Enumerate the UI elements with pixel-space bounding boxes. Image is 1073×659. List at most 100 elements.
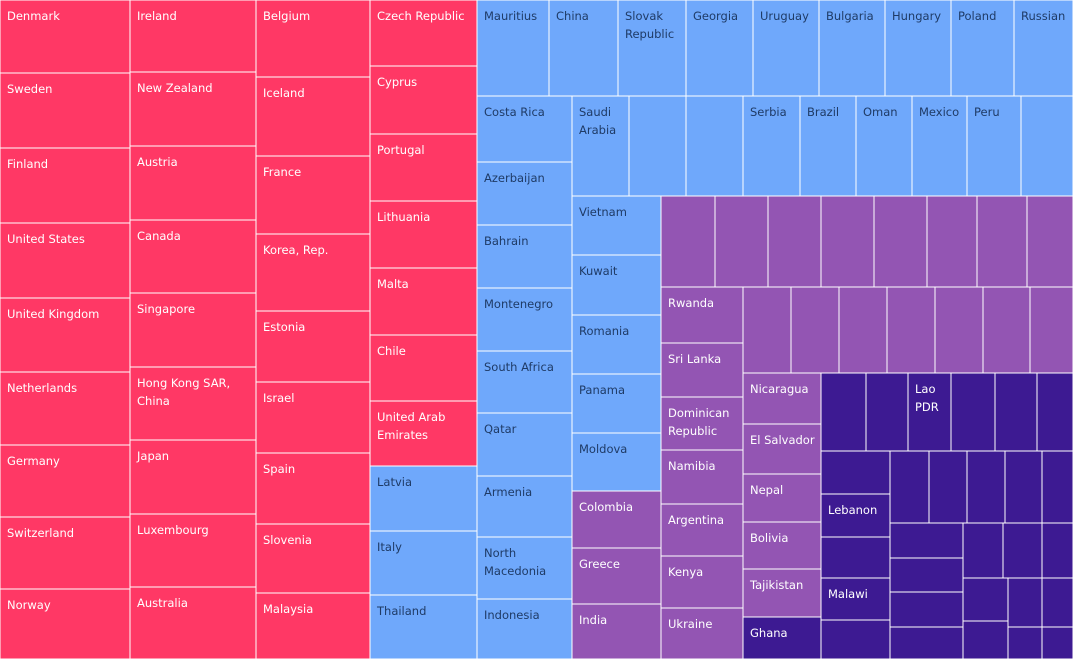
tile-purple-unlabeled-6[interactable]	[820, 195, 875, 288]
tile-purple-unlabeled-8[interactable]	[926, 195, 978, 288]
tile-indigo-unlabeled-29[interactable]	[889, 522, 964, 559]
tile-israel[interactable]	[255, 381, 371, 454]
tile-saudi-arabia[interactable]	[571, 95, 630, 197]
tile-ukraine[interactable]	[660, 607, 744, 659]
tile-indigo-unlabeled-30[interactable]	[962, 522, 1004, 579]
tile-vietnam[interactable]	[571, 195, 662, 256]
tile-bahrain[interactable]	[476, 224, 573, 289]
tile-indigo-unlabeled-23[interactable]	[820, 450, 891, 495]
tile-malawi[interactable]	[820, 577, 891, 621]
tile-indigo-unlabeled-22[interactable]	[1036, 372, 1073, 452]
tile-el-salvador[interactable]	[742, 423, 822, 475]
tile-estonia[interactable]	[255, 310, 371, 383]
tile-indigo-unlabeled-41[interactable]	[962, 620, 1009, 659]
tile-belgium[interactable]	[255, 0, 371, 78]
tile-japan[interactable]	[129, 439, 257, 515]
tile-lao-pdr[interactable]	[907, 372, 952, 452]
tile-purple-unlabeled-4[interactable]	[714, 195, 769, 288]
tile-nepal[interactable]	[742, 473, 822, 523]
tile-indigo-unlabeled-39[interactable]	[1041, 577, 1073, 628]
tile-canada[interactable]	[129, 219, 257, 294]
tile-indigo-unlabeled-24[interactable]	[889, 450, 930, 524]
tile-qatar[interactable]	[476, 412, 573, 477]
tile-blue-unlabeled-1[interactable]	[685, 95, 744, 197]
tile-hungary[interactable]	[884, 0, 952, 97]
tile-malta[interactable]	[369, 267, 478, 336]
tile-indigo-unlabeled-34[interactable]	[889, 557, 964, 593]
tile-indigo-unlabeled-20[interactable]	[950, 372, 996, 452]
tile-indigo-unlabeled-26[interactable]	[966, 450, 1006, 524]
tile-nicaragua[interactable]	[742, 372, 822, 425]
tile-indigo-unlabeled-31[interactable]	[1002, 522, 1043, 579]
tile-purple-unlabeled-14[interactable]	[886, 286, 936, 374]
tile-germany[interactable]	[0, 444, 131, 518]
tile-switzerland[interactable]	[0, 516, 131, 590]
tile-mexico[interactable]	[911, 95, 968, 197]
tile-denmark[interactable]	[0, 0, 131, 74]
tile-russian[interactable]	[1013, 0, 1073, 97]
tile-sri-lanka[interactable]	[660, 342, 744, 398]
tile-kenya[interactable]	[660, 555, 744, 609]
tile-spain[interactable]	[255, 452, 371, 525]
tile-finland[interactable]	[0, 147, 131, 224]
tile-slovak-republic[interactable]	[617, 0, 687, 97]
tile-blue-unlabeled-0[interactable]	[628, 95, 687, 197]
tile-serbia[interactable]	[742, 95, 801, 197]
tile-united-arab-emirates[interactable]	[369, 400, 478, 467]
tile-indigo-unlabeled-35[interactable]	[889, 591, 964, 628]
tile-kuwait[interactable]	[571, 254, 662, 316]
tile-slovenia[interactable]	[255, 523, 371, 594]
tile-indigo-unlabeled-37[interactable]	[962, 577, 1009, 622]
tile-poland[interactable]	[950, 0, 1015, 97]
tile-indigo-unlabeled-27[interactable]	[1004, 450, 1043, 524]
tile-luxembourg[interactable]	[129, 513, 257, 588]
tile-indigo-unlabeled-42[interactable]	[1007, 626, 1043, 659]
tile-malaysia[interactable]	[255, 592, 371, 659]
tile-indigo-unlabeled-38[interactable]	[1007, 577, 1043, 628]
tile-purple-unlabeled-17[interactable]	[1029, 286, 1073, 374]
tile-united-states[interactable]	[0, 222, 131, 299]
tile-indigo-unlabeled-19[interactable]	[865, 372, 909, 452]
tile-bolivia[interactable]	[742, 521, 822, 570]
tile-sweden[interactable]	[0, 72, 131, 149]
tile-romania[interactable]	[571, 314, 662, 375]
tile-azerbaijan[interactable]	[476, 161, 573, 226]
tile-blue-unlabeled-2[interactable]	[1020, 95, 1073, 197]
tile-indigo-unlabeled-18[interactable]	[820, 372, 867, 452]
tile-peru[interactable]	[966, 95, 1022, 197]
tile-indigo-unlabeled-21[interactable]	[994, 372, 1038, 452]
tile-mauritius[interactable]	[476, 0, 550, 97]
tile-rwanda[interactable]	[660, 286, 744, 344]
tile-tajikistan[interactable]	[742, 568, 822, 618]
tile-indonesia[interactable]	[476, 598, 573, 659]
tile-iceland[interactable]	[255, 76, 371, 157]
tile-new-zealand[interactable]	[129, 71, 257, 147]
tile-purple-unlabeled-10[interactable]	[1026, 195, 1073, 288]
tile-argentina[interactable]	[660, 503, 744, 557]
tile-moldova[interactable]	[571, 432, 662, 492]
tile-indigo-unlabeled-28[interactable]	[1041, 450, 1073, 524]
tile-france[interactable]	[255, 155, 371, 235]
tile-latvia[interactable]	[369, 465, 478, 532]
tile-indigo-unlabeled-32[interactable]	[1041, 522, 1073, 579]
tile-purple-unlabeled-3[interactable]	[660, 195, 716, 288]
tile-portugal[interactable]	[369, 133, 478, 202]
tile-purple-unlabeled-15[interactable]	[934, 286, 984, 374]
tile-purple-unlabeled-7[interactable]	[873, 195, 928, 288]
tile-purple-unlabeled-16[interactable]	[982, 286, 1031, 374]
tile-australia[interactable]	[129, 586, 257, 659]
tile-ghana[interactable]	[742, 616, 822, 659]
tile-brazil[interactable]	[799, 95, 857, 197]
tile-singapore[interactable]	[129, 292, 257, 368]
tile-greece[interactable]	[571, 547, 662, 605]
tile-purple-unlabeled-12[interactable]	[790, 286, 840, 374]
tile-austria[interactable]	[129, 145, 257, 221]
tile-united-kingdom[interactable]	[0, 297, 131, 373]
tile-bulgaria[interactable]	[818, 0, 886, 97]
tile-purple-unlabeled-5[interactable]	[767, 195, 822, 288]
tile-colombia[interactable]	[571, 490, 662, 549]
tile-purple-unlabeled-13[interactable]	[838, 286, 888, 374]
tile-purple-unlabeled-11[interactable]	[742, 286, 792, 374]
tile-indigo-unlabeled-33[interactable]	[820, 536, 891, 579]
tile-namibia[interactable]	[660, 449, 744, 505]
